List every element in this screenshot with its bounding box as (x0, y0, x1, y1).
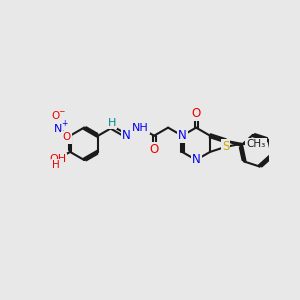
Text: O: O (62, 133, 71, 142)
Text: N: N (178, 129, 187, 142)
Text: O: O (51, 112, 60, 122)
Text: +: + (61, 118, 68, 127)
Text: N: N (54, 124, 62, 134)
Text: NH: NH (132, 123, 148, 133)
Text: CH₃: CH₃ (246, 139, 266, 149)
Text: H: H (108, 118, 116, 128)
Text: −: − (58, 107, 65, 116)
Text: N: N (122, 129, 130, 142)
Text: S: S (222, 140, 229, 153)
Text: OH: OH (49, 154, 66, 164)
Text: N: N (192, 154, 200, 166)
Text: O: O (149, 143, 159, 156)
Text: H: H (52, 160, 59, 170)
Text: O: O (191, 106, 201, 120)
